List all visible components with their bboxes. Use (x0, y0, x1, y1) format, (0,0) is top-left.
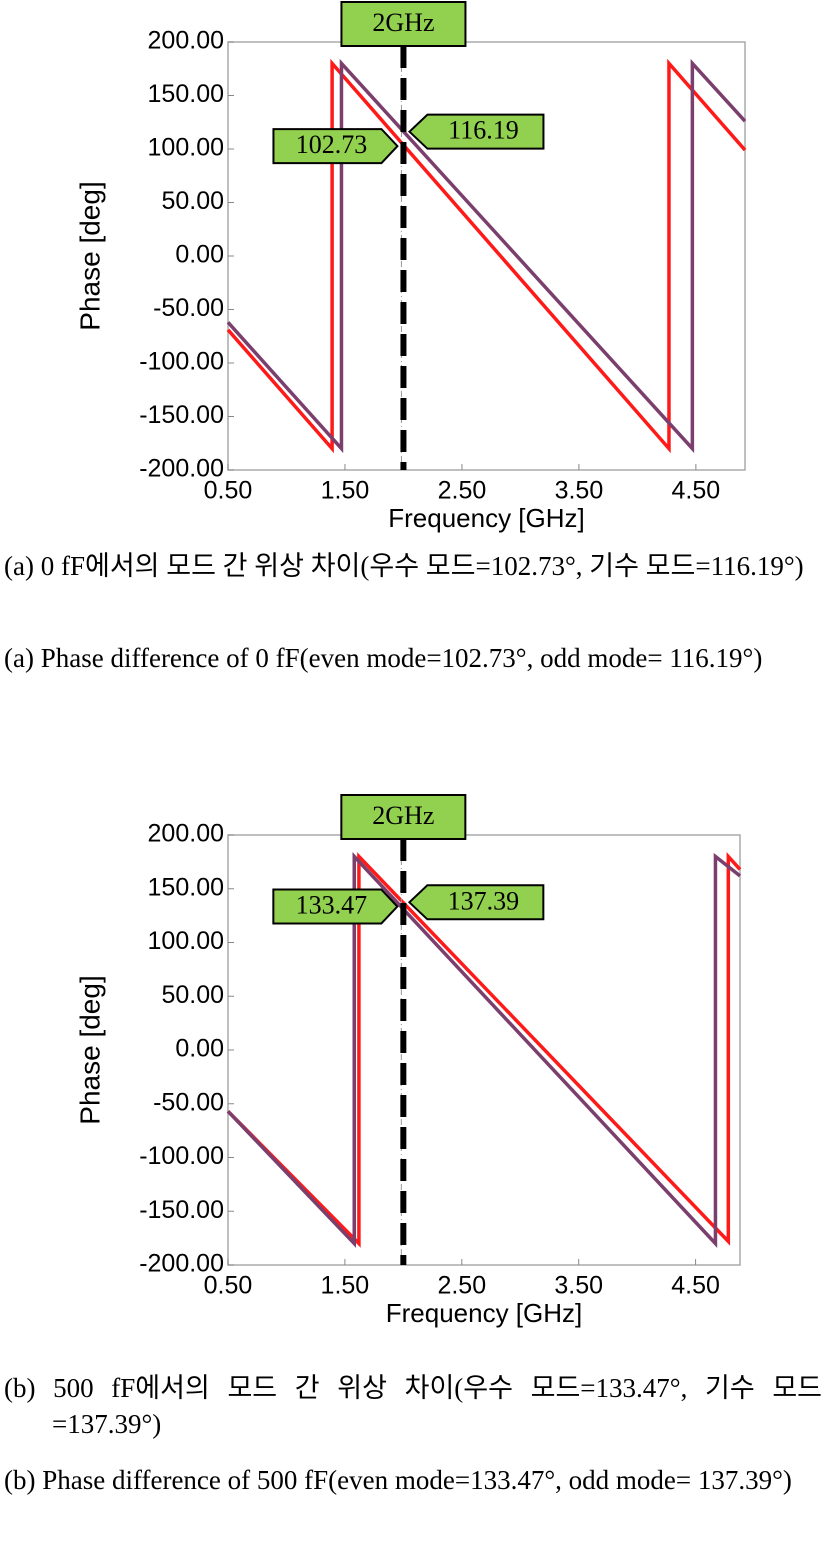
marker-value-box (272, 888, 399, 925)
caption-ko: (a) 0 fF에서의 모드 간 위상 차이(우수 모드=102.73°, 기수… (4, 551, 804, 581)
x-tick-label: 0.50 (204, 1272, 253, 1300)
data-line (226, 851, 742, 1248)
data-line (226, 58, 747, 454)
marker-label: 2GHz (372, 8, 434, 37)
data-line (226, 852, 742, 1248)
plot-area (227, 41, 746, 471)
y-tick-label: -100.00 (139, 1142, 224, 1170)
y-tick-label: 200.00 (148, 820, 224, 848)
y-tick-label: 50.00 (161, 981, 224, 1009)
y-tick-label: -200.00 (139, 455, 224, 483)
x-tick-label: 4.50 (671, 1272, 720, 1300)
y-tick-label: 50.00 (161, 187, 224, 215)
x-tick-label: 1.50 (321, 477, 370, 505)
x-tick-label: 2.50 (438, 477, 487, 505)
x-tick-label: 1.50 (321, 1272, 370, 1300)
y-axis-label: Phase [deg] (74, 181, 105, 330)
marker-box (340, 794, 467, 840)
marker-value-box (407, 884, 545, 921)
chart: 200.00 150.00 100.00 50.00 0.00 -50.00 -100.00… (74, 1, 747, 533)
x-tick-label: 2.50 (437, 1272, 486, 1300)
y-tick-label: -50.00 (153, 1088, 224, 1116)
x-axis-label: Frequency [GHz] (388, 503, 585, 533)
x-axis-label: Frequency [GHz] (386, 1298, 583, 1328)
marker-value: 116.19 (448, 116, 519, 145)
y-tick-label: 200.00 (148, 27, 224, 55)
y-tick-label: 0.00 (175, 241, 224, 269)
marker-value-box (272, 128, 399, 165)
y-tick-label: -150.00 (139, 1196, 224, 1224)
y-tick-label: 100.00 (148, 134, 224, 162)
marker-value: 137.39 (448, 886, 520, 915)
x-tick-label: 4.50 (672, 477, 721, 505)
caption-en: (b) Phase difference of 500 fF(even mode… (4, 1465, 792, 1495)
marker-value: 102.73 (296, 130, 368, 159)
x-tick-label: 3.50 (554, 1272, 603, 1300)
y-tick-label: 100.00 (148, 927, 224, 955)
y-axis-label: Phase [deg] (74, 975, 105, 1124)
y-tick-label: 150.00 (148, 873, 224, 901)
y-tick-label: 0.00 (175, 1035, 224, 1063)
y-tick-label: -150.00 (139, 401, 224, 429)
y-tick-label: -50.00 (153, 294, 224, 322)
chart: 200.00 150.00 100.00 50.00 0.00 -50.00 -100.00… (74, 794, 742, 1328)
caption-en: (a) Phase difference of 0 fF(even mode=1… (4, 643, 763, 673)
y-tick-label: -100.00 (139, 348, 224, 376)
caption-ko: (b) 500 fF에서의 모드 간 위상 차이(우수 모드=133.47°, … (4, 1373, 822, 1439)
marker-label: 2GHz (372, 801, 434, 830)
y-tick-label: -200.00 (139, 1250, 224, 1278)
y-tick-label: 150.00 (148, 80, 224, 108)
data-line (226, 58, 747, 454)
marker-value-box (407, 113, 545, 150)
marker-value: 133.47 (296, 890, 368, 919)
x-tick-label: 0.50 (204, 477, 253, 505)
marker-box (340, 1, 467, 47)
x-tick-label: 3.50 (555, 477, 604, 505)
